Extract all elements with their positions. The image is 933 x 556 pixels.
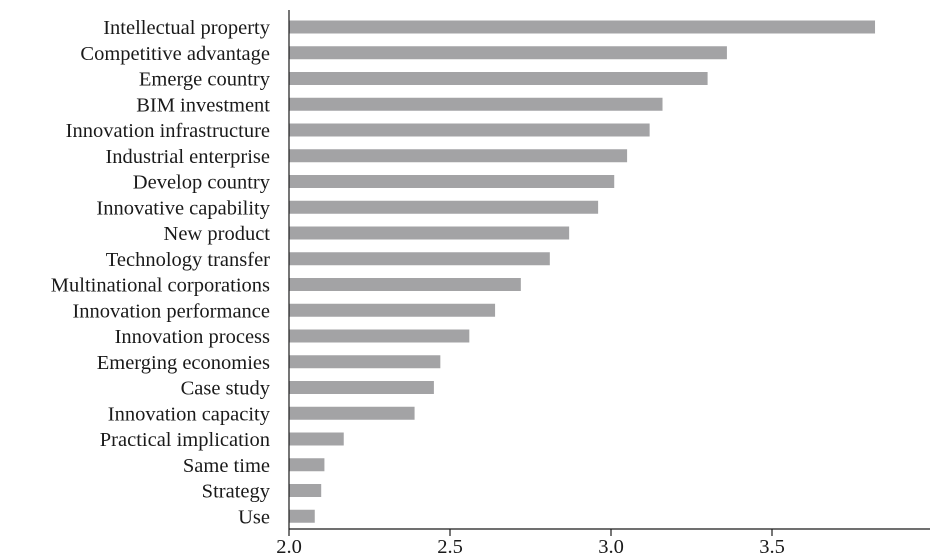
category-label: Multinational corporations xyxy=(51,275,270,297)
bar xyxy=(289,458,325,472)
bar xyxy=(289,252,550,266)
bar xyxy=(289,484,322,497)
category-label: BIM investment xyxy=(136,94,270,116)
category-labels: Intellectual property Competitive advanta… xyxy=(51,17,271,528)
category-label: Use xyxy=(238,506,270,528)
x-tick-label: 2.0 xyxy=(276,536,302,556)
bar xyxy=(289,329,470,343)
category-label: Innovation infrastructure xyxy=(66,120,270,142)
category-label: New product xyxy=(164,223,271,245)
bar xyxy=(289,278,521,291)
bar xyxy=(289,381,434,394)
bar xyxy=(289,226,570,240)
bar xyxy=(289,149,628,163)
bar xyxy=(289,432,344,446)
category-label: Same time xyxy=(183,455,270,477)
bar xyxy=(289,355,441,369)
x-tick-label: 2.5 xyxy=(437,536,463,556)
x-tick-label: 3.5 xyxy=(759,536,785,556)
category-label: Innovation process xyxy=(115,326,270,348)
category-label: Develop country xyxy=(133,172,271,194)
category-label: Competitive advantage xyxy=(80,43,270,65)
bar xyxy=(289,303,496,317)
category-label: Innovation performance xyxy=(72,300,270,322)
category-label: Strategy xyxy=(202,481,271,503)
x-tick-label: 3.0 xyxy=(598,536,624,556)
category-label: Emerging economies xyxy=(97,352,270,374)
x-axis-ticks: 2.0 2.5 3.0 3.5 xyxy=(276,529,785,556)
bar xyxy=(289,72,708,85)
category-label: Industrial enterprise xyxy=(105,146,270,168)
bar xyxy=(289,46,727,60)
category-label: Practical implication xyxy=(100,429,270,451)
category-label: Innovation capacity xyxy=(108,403,271,425)
bar xyxy=(289,20,876,34)
bar xyxy=(289,509,315,523)
category-label: Intellectual property xyxy=(103,17,271,39)
bar-group xyxy=(289,20,876,523)
bar xyxy=(289,200,599,214)
category-label: Case study xyxy=(181,378,271,400)
category-label: Emerge country xyxy=(139,69,271,91)
category-label: Innovative capability xyxy=(96,197,270,219)
bar xyxy=(289,406,415,420)
bar xyxy=(289,175,615,188)
bar xyxy=(289,97,663,111)
category-label: Technology transfer xyxy=(106,249,270,271)
bar xyxy=(289,123,650,137)
